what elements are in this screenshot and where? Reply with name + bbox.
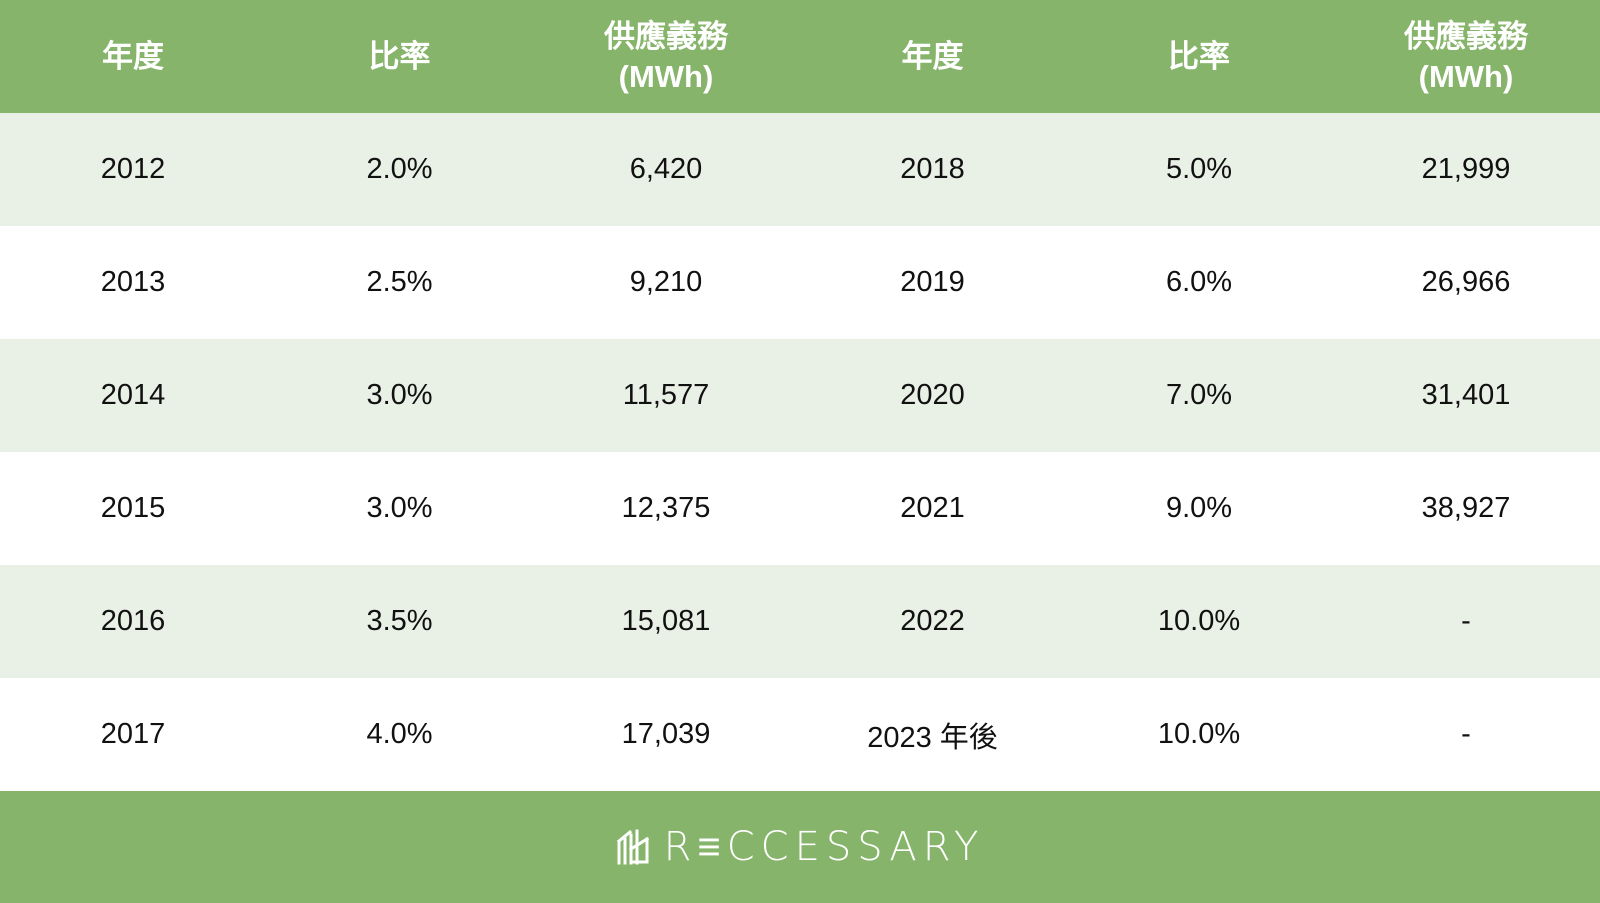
cell-year: 2017: [100, 718, 166, 750]
cell-obligation: 15,081: [621, 605, 711, 637]
cell-year: 2013: [100, 266, 166, 298]
header-rate-2: 比率: [1168, 38, 1230, 74]
header-year-1: 年度: [102, 38, 164, 74]
cell-rate: 5.0%: [1165, 153, 1233, 185]
cell-year: 2020: [900, 379, 965, 411]
header-rate-1: 比率: [368, 38, 431, 74]
cell-year: 2012: [100, 153, 166, 185]
cell-rate: 7.0%: [1165, 379, 1233, 411]
cell-year: 2019: [900, 266, 965, 298]
cell-rate: 3.5%: [366, 605, 433, 637]
cell-rate: 10.0%: [1157, 605, 1241, 637]
cell-rate: 10.0%: [1157, 718, 1241, 750]
table-row: 2013 2.5% 9,210 2019 6.0% 26,966: [0, 226, 1600, 339]
cell-year: 2022: [900, 605, 965, 637]
footer-banner: R≡CCESSARY: [0, 791, 1600, 903]
cell-obligation: 31,401: [1421, 379, 1511, 411]
brand-wordmark: R≡CCESSARY: [663, 824, 985, 870]
cell-obligation: 9,210: [629, 266, 703, 298]
header-obligation-1: 供應義務 (MWh): [604, 18, 728, 94]
cell-obligation: -: [1461, 605, 1471, 637]
cell-obligation: 38,927: [1421, 492, 1511, 524]
cell-obligation: 12,375: [621, 492, 711, 524]
obligation-table: 年度 比率 供應義務 (MWh) 年度 比率 供應義務 (MWh) 2012 2.0…: [0, 0, 1600, 791]
cell-year: 2016: [100, 605, 166, 637]
table-row: 2014 3.0% 11,577 2020 7.0% 31,401: [0, 339, 1600, 452]
cell-year: 2023 年後: [867, 721, 998, 754]
table-row: 2017 4.0% 17,039 2023 年後 10.0% -: [0, 678, 1600, 791]
cell-year: 2015: [100, 492, 166, 524]
table-row: 2015 3.0% 12,375 2021 9.0% 38,927: [0, 452, 1600, 565]
header-obligation-2: 供應義務 (MWh): [1404, 18, 1528, 94]
table-row: 2016 3.5% 15,081 2022 10.0% -: [0, 565, 1600, 678]
cell-rate: 9.0%: [1165, 492, 1233, 524]
header-year-2: 年度: [901, 38, 964, 74]
cell-rate: 3.0%: [366, 492, 433, 524]
table-row: 2012 2.0% 6,420 2018 5.0% 21,999: [0, 113, 1600, 226]
cell-rate: 2.0%: [366, 153, 433, 185]
cell-rate: 6.0%: [1165, 266, 1233, 298]
cell-obligation: 26,966: [1421, 266, 1511, 298]
reccessary-logo-icon: [616, 829, 649, 865]
cell-year: 2014: [100, 379, 166, 411]
cell-obligation: 17,039: [621, 718, 711, 750]
cell-year: 2018: [900, 153, 965, 185]
cell-year: 2021: [900, 492, 965, 524]
cell-obligation: 21,999: [1421, 153, 1511, 185]
table-header-row: 年度 比率 供應義務 (MWh) 年度 比率 供應義務 (MWh): [0, 0, 1600, 113]
cell-obligation: 6,420: [629, 153, 703, 185]
cell-obligation: -: [1461, 718, 1471, 750]
cell-rate: 4.0%: [366, 718, 433, 750]
cell-rate: 3.0%: [366, 379, 433, 411]
cell-rate: 2.5%: [366, 266, 433, 298]
cell-obligation: 11,577: [622, 379, 710, 411]
